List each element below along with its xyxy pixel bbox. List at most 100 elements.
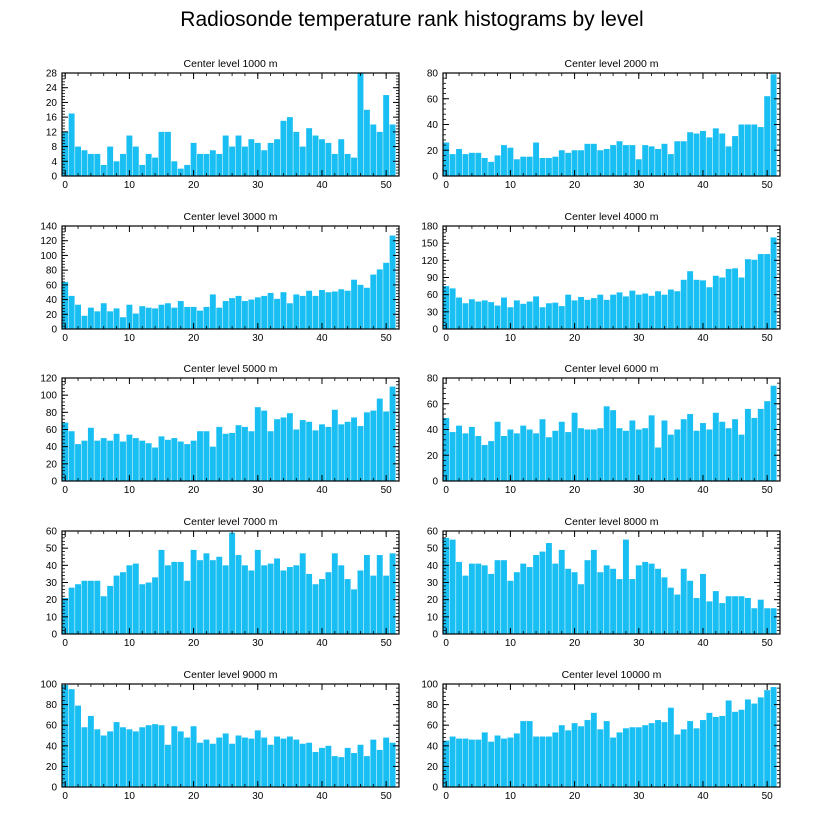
histogram-bar: [468, 563, 475, 634]
histogram-bar: [700, 423, 706, 481]
histogram-bar: [584, 143, 591, 176]
x-tick-label: 20: [569, 638, 581, 649]
x-tick-label: 0: [62, 638, 68, 649]
histogram-bar: [468, 426, 475, 481]
histogram-bar: [286, 413, 293, 481]
histogram-bar: [344, 290, 351, 329]
histogram-bar: [241, 301, 248, 329]
y-tick-label: 150: [421, 239, 438, 250]
histogram-bar: [306, 421, 313, 481]
histogram-bar: [456, 148, 462, 176]
histogram-bar: [545, 303, 552, 329]
y-tick-label: 140: [40, 222, 57, 233]
histogram-bar: [526, 156, 533, 176]
histogram-bar: [590, 143, 597, 176]
histogram-bar: [254, 142, 261, 176]
histogram-bar: [642, 725, 649, 787]
histogram-bar: [751, 259, 758, 329]
histogram-bar: [725, 596, 732, 634]
histogram-bar: [376, 131, 383, 176]
histogram-bar: [488, 573, 495, 634]
histogram-bar: [338, 757, 345, 787]
y-tick-label: 60: [46, 721, 58, 732]
histogram-bar: [222, 135, 229, 176]
histogram-bar: [770, 237, 777, 329]
histogram-bar: [590, 712, 597, 787]
histogram-bar: [254, 730, 261, 787]
histogram-bar: [456, 738, 462, 787]
histogram-bar: [501, 435, 507, 481]
histogram-bar: [267, 431, 274, 481]
histogram-bar: [75, 705, 81, 787]
histogram-bar: [293, 565, 300, 634]
histogram-bar: [299, 553, 306, 634]
histogram-bar: [674, 429, 681, 481]
histogram-bar: [738, 596, 745, 634]
histogram-bar: [764, 401, 771, 481]
histogram-bar: [357, 570, 364, 634]
histogram-bar: [312, 751, 319, 787]
histogram-bar: [449, 154, 456, 176]
histogram-bar: [293, 739, 300, 787]
histogram-bar: [363, 287, 370, 329]
histogram-bar: [126, 434, 133, 481]
y-tick-label: 80: [46, 266, 58, 277]
histogram-bar: [75, 304, 81, 329]
x-tick-label: 0: [62, 180, 68, 191]
histogram-bar: [363, 412, 370, 481]
histogram-bar: [590, 298, 597, 329]
histogram-bar: [712, 412, 719, 481]
histogram-bar: [610, 737, 617, 787]
histogram-bar: [558, 306, 565, 329]
histogram-bar: [449, 432, 456, 481]
y-tick-label: 100: [40, 680, 57, 691]
histogram-bar: [513, 733, 520, 787]
histogram-panel: Center level 8000 m 0 10 20 30 40 50 0 10 20 30 40 5…: [427, 516, 781, 649]
histogram-bar: [648, 723, 655, 787]
histogram-bar: [635, 565, 642, 634]
histogram-bar: [139, 727, 146, 787]
histogram-bar: [725, 268, 732, 329]
x-tick-label: 0: [62, 791, 68, 802]
histogram-bar: [462, 433, 469, 481]
histogram-bar: [648, 295, 655, 329]
histogram-bar: [545, 543, 552, 634]
histogram-bar: [578, 428, 584, 481]
histogram-bar: [376, 398, 383, 481]
histogram-bar: [306, 128, 313, 176]
histogram-bar: [501, 145, 507, 176]
x-tick-label: 20: [569, 485, 581, 496]
histogram-bar: [565, 294, 572, 329]
histogram-bar: [494, 305, 501, 329]
histogram-bar: [229, 743, 236, 787]
histogram-bar: [571, 412, 578, 481]
histogram-bar: [267, 563, 274, 634]
x-tick-label: 40: [316, 791, 328, 802]
histogram-bar: [197, 153, 203, 176]
histogram-bar: [132, 438, 139, 481]
histogram-bar: [635, 727, 642, 787]
y-tick-label: 60: [427, 94, 439, 105]
x-tick-label: 10: [505, 180, 517, 191]
histogram-bar: [171, 161, 178, 176]
histogram-bar: [100, 596, 107, 634]
x-tick-label: 10: [505, 485, 517, 496]
histogram-bar: [370, 410, 377, 481]
histogram-bar: [190, 440, 197, 481]
histogram-bar: [158, 436, 165, 481]
histogram-bar: [158, 131, 165, 176]
histogram-bar: [132, 731, 139, 787]
histogram-bar: [545, 437, 552, 481]
histogram-bar: [145, 725, 152, 787]
x-tick-label: 10: [124, 180, 136, 191]
histogram-bar: [513, 300, 520, 329]
histogram-bar: [171, 307, 178, 329]
panel-title: Center level 10000 m: [562, 669, 662, 681]
histogram-bar: [389, 553, 396, 634]
histogram-bar: [383, 411, 390, 481]
histogram-bar: [197, 310, 203, 329]
histogram-bar: [494, 421, 501, 481]
y-tick-label: 100: [421, 680, 438, 691]
histogram-bar: [648, 415, 655, 481]
